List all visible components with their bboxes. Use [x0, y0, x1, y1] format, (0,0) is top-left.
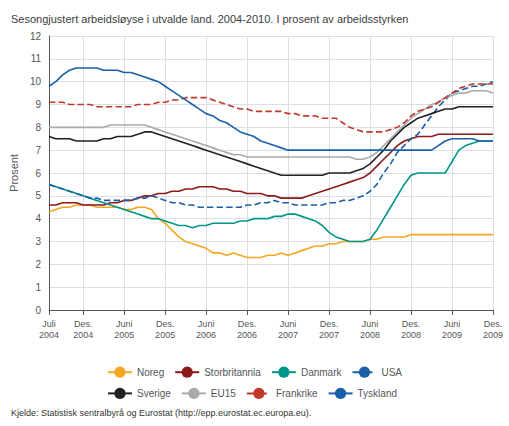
svg-text:Juni: Juni	[362, 319, 379, 329]
svg-text:10: 10	[30, 76, 42, 87]
svg-text:Juni: Juni	[116, 319, 133, 329]
svg-text:1: 1	[35, 282, 41, 293]
svg-text:6: 6	[35, 168, 41, 179]
svg-text:Juni: Juni	[280, 319, 297, 329]
svg-text:Des.: Des.	[238, 319, 257, 329]
svg-text:5: 5	[35, 190, 41, 201]
svg-text:Danmark: Danmark	[301, 367, 343, 378]
svg-text:2008: 2008	[401, 330, 421, 340]
svg-text:2005: 2005	[114, 330, 134, 340]
svg-text:2: 2	[35, 259, 41, 270]
svg-text:Noreg: Noreg	[137, 367, 164, 378]
svg-text:Des.: Des.	[74, 319, 93, 329]
svg-text:2006: 2006	[237, 330, 257, 340]
svg-text:2008: 2008	[360, 330, 380, 340]
svg-text:2007: 2007	[319, 330, 339, 340]
svg-text:2005: 2005	[155, 330, 175, 340]
svg-text:8: 8	[35, 122, 41, 133]
svg-text:Prosent: Prosent	[8, 154, 20, 192]
svg-text:2007: 2007	[278, 330, 298, 340]
svg-text:Juni: Juni	[444, 319, 461, 329]
svg-text:3: 3	[35, 236, 41, 247]
svg-text:Des.: Des.	[156, 319, 175, 329]
svg-text:EU15: EU15	[211, 388, 236, 399]
svg-text:Sverige: Sverige	[137, 388, 171, 399]
svg-text:Kjelde: Statistisk sentralbyrå: Kjelde: Statistisk sentralbyrå og Eurost…	[11, 408, 311, 418]
svg-text:4: 4	[35, 213, 41, 224]
svg-text:2006: 2006	[196, 330, 216, 340]
svg-text:12: 12	[30, 31, 42, 42]
svg-text:Juni: Juni	[198, 319, 215, 329]
svg-text:Des.: Des.	[402, 319, 421, 329]
svg-text:7: 7	[35, 145, 41, 156]
svg-text:9: 9	[35, 99, 41, 110]
svg-text:2009: 2009	[442, 330, 462, 340]
svg-text:Storbritannia: Storbritannia	[204, 367, 261, 378]
svg-text:0: 0	[35, 305, 41, 316]
svg-text:Tyskland: Tyskland	[358, 388, 397, 399]
svg-text:Des.: Des.	[320, 319, 339, 329]
svg-text:USA: USA	[381, 367, 402, 378]
svg-text:2004: 2004	[73, 330, 93, 340]
svg-text:Des.: Des.	[484, 319, 503, 329]
svg-text:Frankrike: Frankrike	[276, 388, 318, 399]
svg-text:2009: 2009	[483, 330, 503, 340]
svg-text:2004: 2004	[39, 330, 59, 340]
svg-text:Sesongjustert arbeidsløyse i u: Sesongjustert arbeidsløyse i utvalde lan…	[11, 13, 408, 25]
svg-text:11: 11	[31, 53, 42, 64]
svg-text:Juli: Juli	[42, 319, 56, 329]
